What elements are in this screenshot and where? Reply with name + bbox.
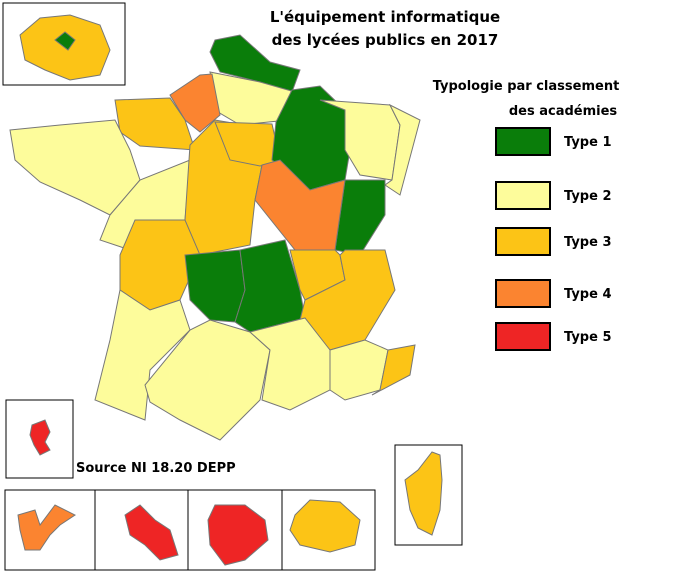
region [248,317,331,411]
source: Source NI 18.20 DEPP [76,461,236,476]
legend-swatch [495,322,551,351]
legend-label: Type 5 [564,330,612,345]
legend-title: des académies [509,104,618,119]
legend-label: Type 2 [564,189,612,204]
region [29,419,51,456]
legend-label: Type 4 [564,287,612,302]
title-line: L'équipement informatique [270,8,500,26]
mainland [9,34,421,441]
region [94,289,191,421]
legend-title: Typologie par classement [433,79,620,94]
region [371,344,416,396]
legend-label: Type 1 [564,135,612,150]
legend-swatch [495,181,551,210]
region [254,159,346,251]
region [144,319,271,441]
legend-label: Type 3 [564,235,612,250]
region [124,504,179,561]
region [17,504,76,551]
title-line: des lycées publics en 2017 [272,31,499,49]
region [207,504,269,566]
legend-swatch [495,279,551,308]
legend-swatch [495,127,551,156]
legend: Type 1 Type 2 Type 3 Type 4 Type 5 [495,127,612,351]
legend-swatch [495,227,551,256]
region [289,499,361,553]
region [404,451,443,536]
region [54,31,76,51]
